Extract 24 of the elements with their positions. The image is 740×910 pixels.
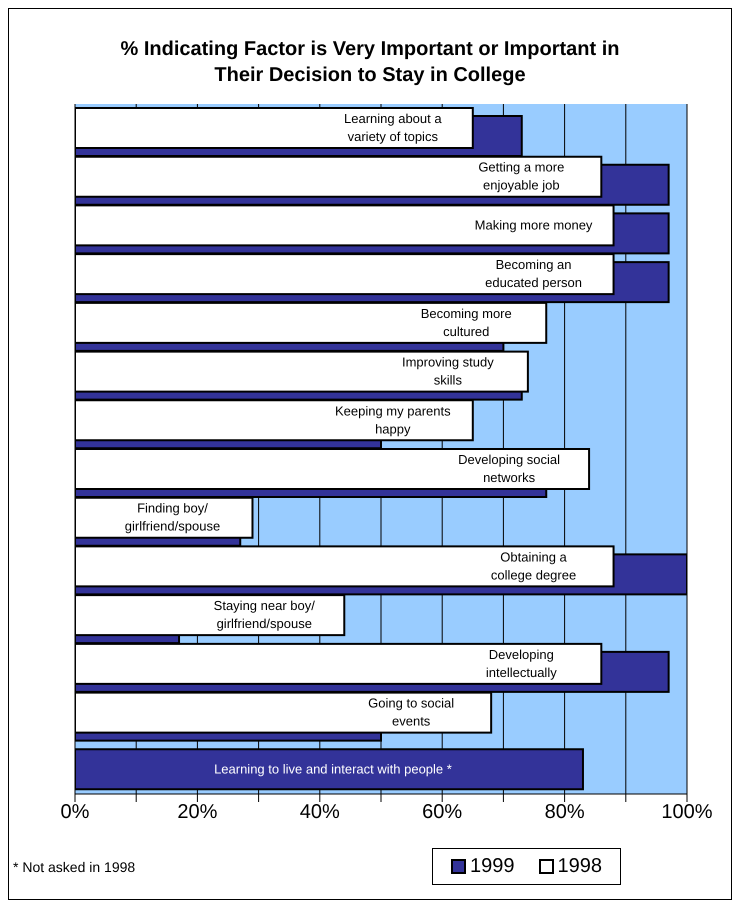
x-tick-label: 20% (177, 801, 218, 824)
y-tick-label: Getting a more enjoyable job (478, 160, 564, 193)
y-tick-label: Staying near boy/ girlfriend/spouse (214, 598, 316, 632)
text: * Not asked in 1998 (13, 858, 136, 874)
y-tick-label: Making more money (474, 217, 593, 232)
x-tick-label: 0% (60, 801, 90, 824)
chart-title: % Indicating Factor is Very Important or Important in Their Decision to Stay in College (120, 36, 620, 88)
y-tick-label: Developing social networks (458, 452, 560, 485)
y-tick-label: Developing intellectually (486, 646, 558, 680)
y-tick-label: Becoming an educated person (485, 257, 582, 290)
legend-label: 1999 (469, 855, 514, 878)
x-tick-label: 80% (544, 801, 585, 824)
x-tick-label: 40% (300, 801, 340, 824)
x-tick-label: 100% (661, 801, 713, 824)
legend-label: 1998 (556, 855, 602, 878)
y-tick-label: Learning about a variety of topics (344, 111, 442, 144)
y-tick-label: Obtaining a college degree (490, 549, 576, 582)
y-tick-label: Finding boy/ girlfriend/spouse (124, 500, 220, 534)
y-tick-label: Going to social events (368, 696, 454, 729)
y-tick-label: Improving study skills (402, 354, 494, 388)
x-tick-label: 60% (422, 801, 462, 824)
y-tick-label: Keeping my parents happy (334, 403, 452, 436)
y-tick-label: Learning to live and interact with people * (214, 761, 452, 776)
y-tick-label: Becoming more cultured (420, 306, 512, 339)
